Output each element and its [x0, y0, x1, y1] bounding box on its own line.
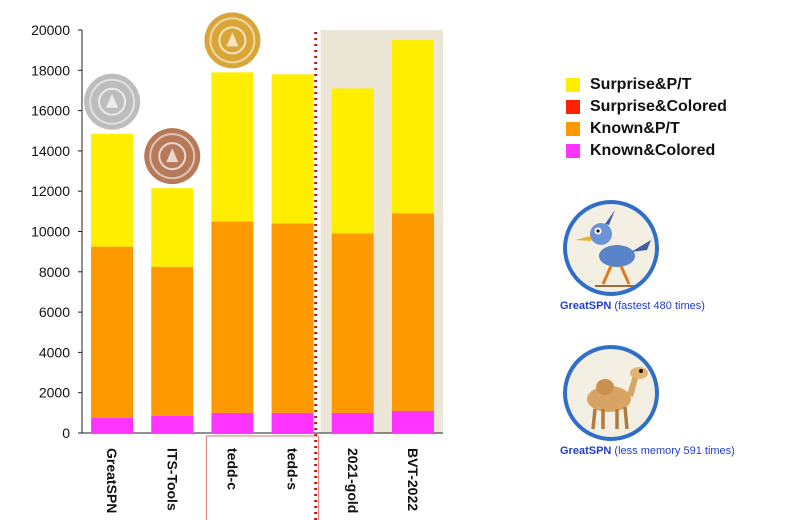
y-tick-label: 20000 — [31, 22, 70, 38]
y-tick-label: 12000 — [31, 183, 70, 199]
award-fastest: GreatSPN (fastest 480 times) — [560, 200, 796, 312]
legend: Surprise&P/T Surprise&Colored Known&P/T … — [566, 74, 727, 162]
bar-tedd-s-surprise-p-t — [271, 74, 314, 224]
legend-swatch-surprise-pt — [566, 78, 580, 92]
bar-tedd-c-surprise-p-t — [211, 72, 254, 222]
bar-its-tools-known-colored — [151, 415, 194, 433]
bar-tedd-s-known-p-t — [271, 223, 314, 413]
bar-greatspn-surprise-p-t — [91, 133, 134, 247]
bar-its-tools-surprise-p-t — [151, 188, 194, 267]
x-tick-label-2021-gold: 2021-gold — [345, 448, 361, 513]
bar-bvt-2022-known-p-t — [391, 213, 434, 411]
y-tick-label: 18000 — [31, 62, 70, 78]
y-tick-label: 2000 — [39, 385, 70, 401]
silver-medal-icon — [84, 73, 141, 130]
bar-tedd-c-known-colored — [211, 412, 254, 433]
legend-item-known-pt: Known&P/T — [566, 118, 727, 140]
y-tick-label: 8000 — [39, 264, 70, 280]
award-less-memory: GreatSPN (less memory 591 times) — [560, 345, 796, 457]
award-fastest-text: GreatSPN (fastest 480 times) — [560, 300, 796, 312]
legend-label-surprise-colored: Surprise&Colored — [590, 98, 727, 115]
x-tick-label-bvt-2022: BVT-2022 — [405, 448, 421, 511]
legend-label-known-pt: Known&P/T — [590, 120, 680, 137]
bar-greatspn-known-colored — [91, 417, 134, 433]
camel-icon — [563, 345, 659, 441]
legend-item-surprise-colored: Surprise&Colored — [566, 96, 727, 118]
bronze-medal-icon — [144, 128, 201, 185]
legend-swatch-known-pt — [566, 122, 580, 136]
award-memory-text: GreatSPN (less memory 591 times) — [560, 445, 796, 457]
award-memory-desc: (less memory 591 times) — [614, 445, 735, 457]
y-tick-label: 16000 — [31, 103, 70, 119]
gold-medal-icon — [204, 12, 261, 69]
bar-2021-gold-known-colored — [331, 412, 374, 433]
legend-item-known-colored: Known&Colored — [566, 140, 727, 162]
x-tick-label-its-tools: ITS-Tools — [164, 448, 180, 511]
award-fastest-tool: GreatSPN — [560, 300, 612, 312]
bar-2021-gold-surprise-p-t — [331, 88, 374, 234]
legend-label-known-colored: Known&Colored — [590, 142, 716, 159]
legend-item-surprise-pt: Surprise&P/T — [566, 74, 727, 96]
award-fastest-desc: (fastest 480 times) — [614, 300, 705, 312]
y-tick-label: 0 — [62, 425, 70, 441]
highlight-box — [205, 435, 320, 520]
bar-tedd-s-known-colored — [271, 412, 314, 433]
award-memory-tool: GreatSPN — [560, 445, 612, 457]
x-tick-label-greatspn: GreatSPN — [104, 448, 120, 513]
legend-label-surprise-pt: Surprise&P/T — [590, 76, 692, 93]
bar-bvt-2022-known-colored — [391, 410, 434, 433]
y-tick-label: 6000 — [39, 304, 70, 320]
bar-tedd-c-known-p-t — [211, 221, 254, 413]
bar-2021-gold-known-p-t — [331, 233, 374, 413]
roadrunner-icon — [563, 200, 659, 296]
x-tick-label-tedd-s: tedd-s — [285, 448, 301, 490]
y-tick-label: 4000 — [39, 344, 70, 360]
bar-its-tools-known-p-t — [151, 266, 194, 416]
y-tick-label: 14000 — [31, 143, 70, 159]
stacked-bar-chart: 0 2000 4000 6000 8000 10000 12000 14000 16000 180… — [31, 12, 443, 520]
legend-swatch-surprise-colored — [566, 100, 580, 114]
bar-greatspn-known-p-t — [91, 246, 134, 418]
x-tick-label-tedd-c: tedd-c — [224, 448, 240, 490]
legend-swatch-known-colored — [566, 144, 580, 158]
bar-bvt-2022-surprise-p-t — [391, 40, 434, 214]
y-tick-label: 10000 — [31, 224, 70, 240]
